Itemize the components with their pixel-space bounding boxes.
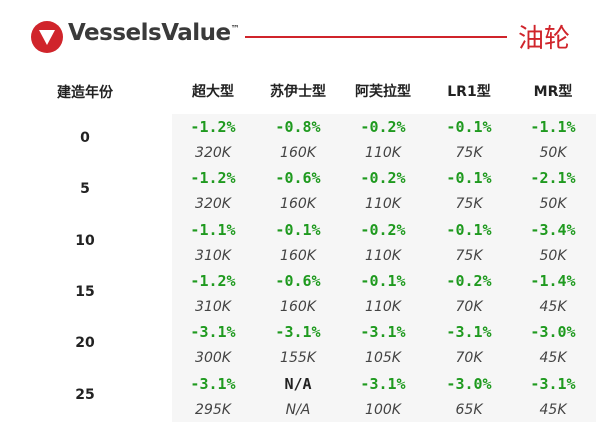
- value: 75K: [455, 145, 483, 161]
- age: 25: [75, 386, 95, 403]
- value: 160K: [280, 247, 316, 264]
- value: 75K: [455, 196, 483, 213]
- change: -1.2%: [190, 118, 236, 136]
- change: -0.1%: [446, 220, 492, 239]
- value: 100K: [365, 401, 401, 418]
- value: 105K: [365, 350, 401, 367]
- value: 70K: [455, 298, 483, 315]
- title: 油轮: [518, 24, 571, 54]
- value: 50K: [539, 247, 567, 264]
- column-header: 超大型: [192, 84, 234, 100]
- change: -1.1%: [190, 220, 236, 239]
- change: -0.6%: [275, 271, 321, 290]
- value: 45K: [539, 298, 567, 315]
- value: 310K: [195, 298, 231, 315]
- change: -0.6%: [275, 169, 321, 188]
- divider: [245, 36, 507, 38]
- value: 110K: [365, 298, 401, 315]
- value: 320K: [195, 196, 231, 213]
- change: -0.1%: [360, 271, 406, 290]
- age: 10: [75, 232, 95, 249]
- change: -2.1%: [530, 169, 576, 188]
- change: -1.2%: [190, 271, 236, 290]
- value: 45K: [539, 401, 567, 418]
- value: 50K: [539, 196, 567, 213]
- change: -3.1%: [360, 374, 406, 393]
- value: 160K: [280, 196, 316, 213]
- value: 110K: [365, 247, 401, 264]
- value: 45K: [539, 350, 567, 367]
- column-header: 阿芙拉型: [355, 84, 411, 100]
- value: 310K: [195, 247, 231, 264]
- change: -1.4%: [530, 271, 576, 290]
- value: 110K: [365, 145, 401, 161]
- change: -3.1%: [190, 374, 236, 393]
- change: -0.2%: [446, 271, 492, 290]
- trademark: ™: [230, 24, 240, 35]
- change: -3.1%: [360, 323, 406, 342]
- value: 160K: [280, 298, 316, 315]
- change: -0.8%: [275, 118, 321, 136]
- change: -3.1%: [190, 323, 236, 342]
- change: -0.1%: [446, 118, 492, 136]
- change: -0.2%: [360, 220, 406, 239]
- value: N/A: [285, 401, 311, 418]
- value: 300K: [195, 350, 231, 367]
- value: 110K: [365, 196, 401, 213]
- age: 15: [75, 283, 95, 300]
- column-header: MR型: [533, 84, 573, 100]
- age-header: 建造年份: [57, 85, 113, 101]
- change: -1.1%: [530, 118, 576, 136]
- table-bg: [172, 114, 596, 422]
- change: -3.1%: [530, 374, 576, 393]
- change: -0.2%: [360, 169, 406, 188]
- value: 70K: [455, 350, 483, 367]
- value: 155K: [280, 350, 316, 367]
- age: 20: [75, 335, 95, 352]
- brand: VesselsValue™: [68, 20, 240, 46]
- value: 320K: [195, 145, 231, 161]
- value: 65K: [455, 401, 483, 418]
- value: 75K: [455, 247, 483, 264]
- change: -3.1%: [446, 323, 492, 342]
- age: 0: [80, 130, 90, 146]
- change: -3.1%: [275, 323, 321, 342]
- age: 5: [80, 181, 90, 198]
- column-header: 苏伊士型: [270, 84, 326, 100]
- logo-icon: [31, 21, 63, 53]
- change: -0.2%: [360, 118, 406, 136]
- value: 50K: [539, 145, 567, 161]
- brand-name: VesselsValue: [68, 20, 231, 46]
- change: -1.2%: [190, 169, 236, 188]
- change: -3.0%: [530, 323, 576, 342]
- change: -0.1%: [446, 169, 492, 188]
- change: -3.0%: [446, 374, 492, 393]
- change: -3.4%: [530, 220, 576, 239]
- change: N/A: [284, 374, 312, 393]
- value: 295K: [195, 401, 231, 418]
- change: -0.1%: [275, 220, 321, 239]
- value: 160K: [280, 145, 316, 161]
- column-header: LR1型: [447, 84, 491, 100]
